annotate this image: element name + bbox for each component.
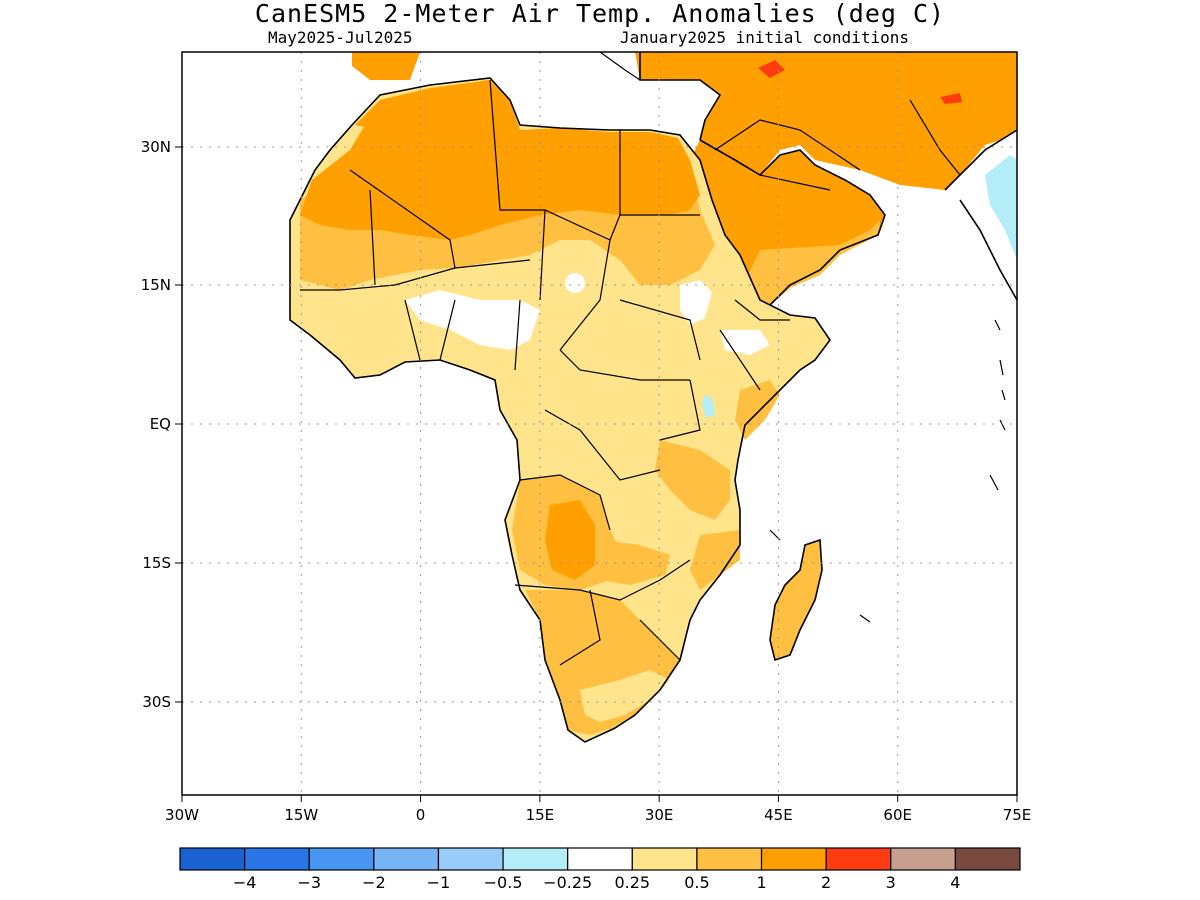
madagascar-fill <box>770 540 822 660</box>
colorbar-swatch <box>437 847 504 871</box>
south-africa-moderate <box>580 670 670 722</box>
colorbar-swatch <box>825 847 892 871</box>
sahel-neutral-east <box>680 280 712 325</box>
lon-label: 0 <box>416 806 426 824</box>
coastlines <box>289 52 1017 743</box>
caucasus-hotspot <box>758 60 785 78</box>
colorbar-label: −2 <box>362 873 386 892</box>
europe-fill <box>352 52 420 80</box>
colorbar-swatch <box>502 847 569 871</box>
colorbar-swatch <box>567 847 633 871</box>
mozambique-warm <box>690 530 740 590</box>
lat-label: EQ <box>150 415 171 433</box>
colorbar-label: −4 <box>233 873 257 892</box>
lon-label: 15E <box>526 806 555 824</box>
zambia-warm <box>600 540 670 585</box>
colorbar-swatch <box>179 847 246 871</box>
colorbar-label: −3 <box>297 873 321 892</box>
lon-label: 30W <box>165 806 199 824</box>
colorbar-label: 4 <box>950 873 960 892</box>
tanzania-warm <box>655 440 730 520</box>
maghreb-hot <box>355 80 500 135</box>
lake-victoria-cool <box>702 395 715 418</box>
longitude-axis: 30W 15W 0 15E 30E 45E 60E 75E <box>165 795 1031 824</box>
colorbar-label: 1 <box>756 873 766 892</box>
lat-label: 30N <box>141 138 171 156</box>
colorbar-label: −1 <box>427 873 451 892</box>
lat-label: 15N <box>141 276 171 294</box>
chad-neutral <box>565 273 585 293</box>
lat-label: 15S <box>142 554 171 572</box>
colorbar-label: 3 <box>886 873 896 892</box>
lon-label: 60E <box>883 806 912 824</box>
middle-east-fill <box>635 52 1017 190</box>
colorbar-label: 0.25 <box>614 873 650 892</box>
colorbar-swatch <box>308 847 375 871</box>
lat-label: 30S <box>142 693 171 711</box>
india-cool <box>985 155 1017 260</box>
map-title: CanESM5 2-Meter Air Temp. Anomalies (deg… <box>254 0 946 28</box>
lon-label: 15W <box>284 806 318 824</box>
forecast-period: May2025-Jul2025 <box>268 28 413 47</box>
angola-hot <box>545 500 595 580</box>
arabia-moderate <box>748 220 880 305</box>
colorbar: −4 −3 −2 −1 −0.5 −0.25 0.25 0.5 1 2 3 4 <box>179 847 1021 892</box>
latitude-axis: 30N 15N EQ 15S 30S <box>141 138 182 711</box>
lon-label: 75E <box>1003 806 1032 824</box>
colorbar-label: 0.5 <box>684 873 709 892</box>
lon-label: 30E <box>645 806 674 824</box>
colorbar-label: 2 <box>821 873 831 892</box>
islands <box>599 52 1006 623</box>
lon-label: 45E <box>764 806 793 824</box>
colorbar-label: −0.5 <box>484 873 523 892</box>
map-body <box>289 52 1017 743</box>
colorbar-swatch <box>696 847 763 871</box>
colorbar-label: −0.25 <box>543 873 592 892</box>
colorbar-swatch <box>890 847 956 871</box>
colorbar-swatch <box>373 847 440 871</box>
colorbar-swatch <box>631 847 698 871</box>
east-africa-warm <box>735 380 780 440</box>
afghanistan-hotspot <box>940 93 962 104</box>
country-borders <box>300 79 961 666</box>
colorbar-swatch <box>954 847 1021 871</box>
colorbar-swatch <box>244 847 310 871</box>
sahel-neutral-west <box>405 290 540 350</box>
colorbar-swatch <box>760 847 827 871</box>
initial-conditions: January2025 initial conditions <box>620 28 909 47</box>
